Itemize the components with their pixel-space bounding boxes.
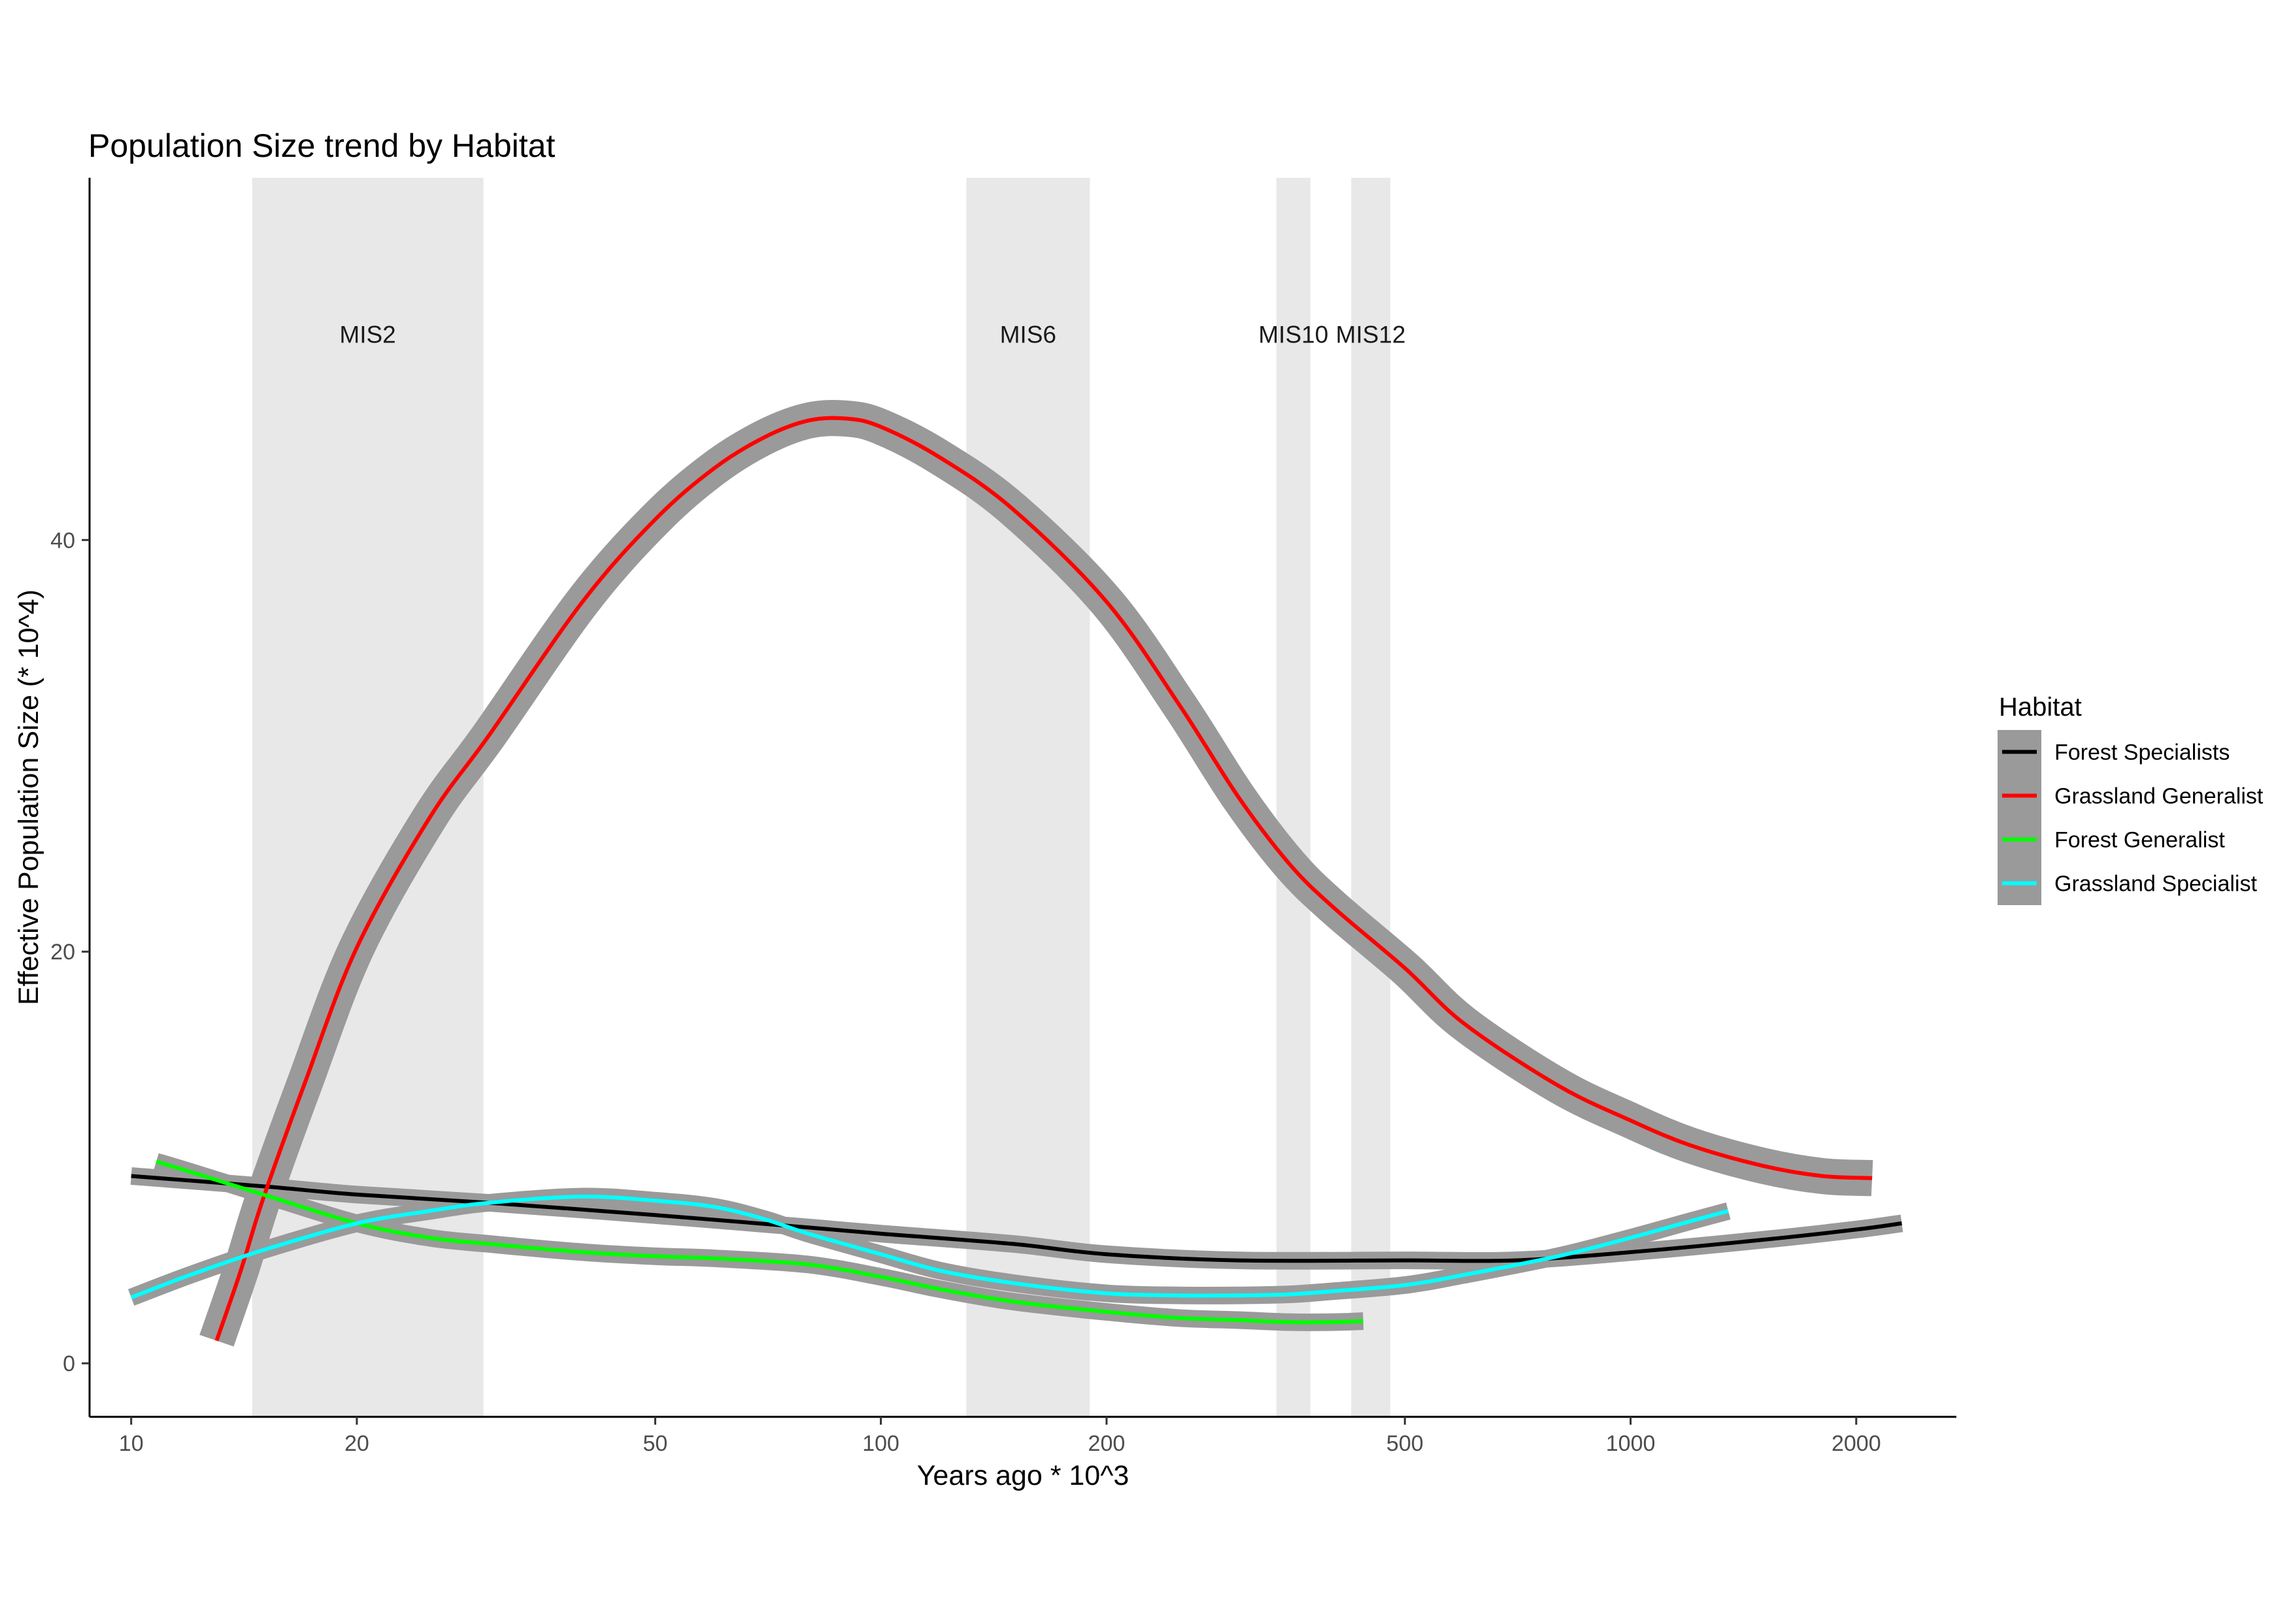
chart-title: Population Size trend by Habitat [88,127,555,164]
legend-label-forest-specialists: Forest Specialists [2054,740,2230,765]
legend: Habitat Forest Specialists Grassland Gene… [1998,693,2264,905]
legend-label-forest-generalist: Forest Generalist [2054,828,2225,853]
legend-items: Forest Specialists Grassland Generalist Fo… [1998,730,2264,905]
band-mis12 [1351,178,1390,1417]
y-tick-label-20: 20 [50,940,75,965]
y-axis-title: Effective Population Size (* 10^4) [13,589,44,1005]
x-tick-label-10: 10 [119,1431,144,1456]
band-label-mis2: MIS2 [339,321,395,348]
legend-label-grassland-generalist: Grassland Generalist [2054,784,2264,809]
band-mis10 [1276,178,1311,1417]
band-label-mis6: MIS6 [1000,321,1056,348]
ticks-layer: 10 20 50 100 200 500 1000 2000 0 20 40 [50,528,1881,1456]
legend-key-background [1998,730,2041,905]
axes-layer [88,178,1956,1418]
series-line-forest-specialists [131,1174,1902,1263]
x-tick-label-500: 500 [1386,1431,1424,1456]
legend-title: Habitat [1999,693,2082,721]
series-line-grassland-specialist [130,1194,1729,1300]
legend-label-grassland-specialist: Grassland Specialist [2054,872,2257,897]
lines-layer [130,416,1902,1342]
x-tick-label-20: 20 [344,1431,369,1456]
x-tick-label-200: 200 [1088,1431,1126,1456]
x-tick-label-1000: 1000 [1606,1431,1656,1456]
x-axis-title: Years ago * 10^3 [917,1460,1130,1491]
x-tick-label-50: 50 [643,1431,667,1456]
band-mis6 [966,178,1090,1417]
series-line-grassland-generalist [214,416,1873,1342]
band-label-mis10: MIS10 [1258,321,1328,348]
y-tick-label-0: 0 [63,1351,75,1376]
band-label-mis12: MIS12 [1336,321,1406,348]
y-tick-label-40: 40 [50,528,75,553]
x-tick-label-100: 100 [862,1431,899,1456]
x-tick-label-2000: 2000 [1832,1431,1881,1456]
